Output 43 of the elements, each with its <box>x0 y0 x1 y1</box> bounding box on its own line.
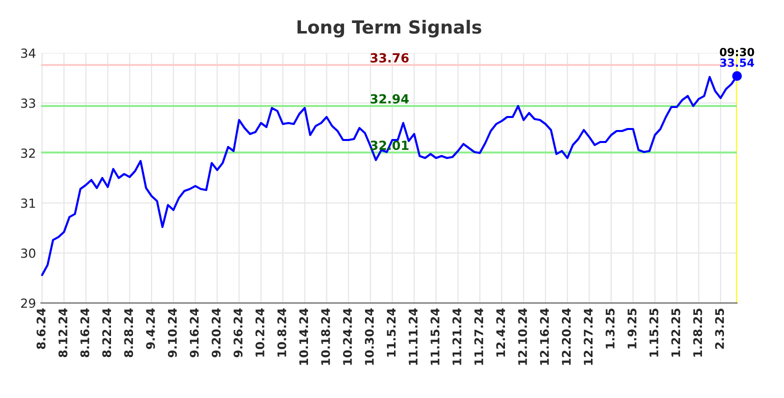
x-tick-label: 1.15.25 <box>649 308 658 357</box>
x-tick-label: 10.24.24 <box>343 308 352 365</box>
x-tick-label: 8.12.24 <box>58 308 68 358</box>
y-tick-label: 30 <box>21 248 36 258</box>
x-tick-label: 8.22.24 <box>102 308 112 358</box>
y-tick-label: 32 <box>21 148 35 158</box>
chart-title: Long Term Signals <box>298 20 482 38</box>
x-tick-label: 12.27.24 <box>584 308 593 365</box>
ref-line-label: 32.94 <box>370 94 409 104</box>
x-tick-label: 10.2.24 <box>255 308 264 357</box>
ref-line-label: 33.76 <box>370 53 409 63</box>
x-tick-label: 11.5.24 <box>386 308 396 357</box>
x-tick-label: 9.10.24 <box>168 308 177 358</box>
x-tick-label: 10.30.24 <box>364 308 374 365</box>
x-tick-label: 8.16.24 <box>80 308 90 358</box>
x-tick-label: 9.26.24 <box>234 308 242 358</box>
x-tick-label: 8.28.24 <box>124 308 134 358</box>
x-tick-label: 11.21.24 <box>452 308 462 365</box>
x-tick-label: 12.20.24 <box>562 308 571 365</box>
x-tick-label: 9.20.24 <box>212 308 221 358</box>
x-tick-label: 10.18.24 <box>321 308 330 365</box>
x-tick-label: 11.15.24 <box>430 308 440 365</box>
x-tick-label: 9.16.24 <box>190 308 199 358</box>
data-label: 33.54 <box>720 58 754 67</box>
x-tick-label: 2.3.25 <box>715 308 724 349</box>
x-tick-label: 1.9.25 <box>628 308 636 348</box>
x-tick-label: 12.16.24 <box>540 308 549 365</box>
x-tick-label: 9.4.24 <box>146 308 155 350</box>
y-tick-label: 31 <box>21 198 35 208</box>
annotation: 09:30 <box>720 48 754 56</box>
x-tick-label: 8.6.24 <box>36 308 46 349</box>
y-tick-label: 33 <box>21 98 36 108</box>
x-tick-label: 1.3.25 <box>606 308 615 348</box>
y-tick-label: 34 <box>21 48 36 58</box>
x-tick-label: 11.11.24 <box>408 308 418 365</box>
y-tick-label: 29 <box>21 298 36 308</box>
x-tick-label: 11.27.24 <box>474 308 484 365</box>
x-tick-label: 10.8.24 <box>277 308 286 357</box>
x-tick-label: 12.4.24 <box>496 308 505 357</box>
x-tick-label: 1.22.25 <box>671 308 680 357</box>
x-tick-label: 10.14.24 <box>299 308 308 365</box>
x-tick-label: 1.28.25 <box>693 308 702 357</box>
x-tick-label: 12.10.24 <box>518 308 528 365</box>
